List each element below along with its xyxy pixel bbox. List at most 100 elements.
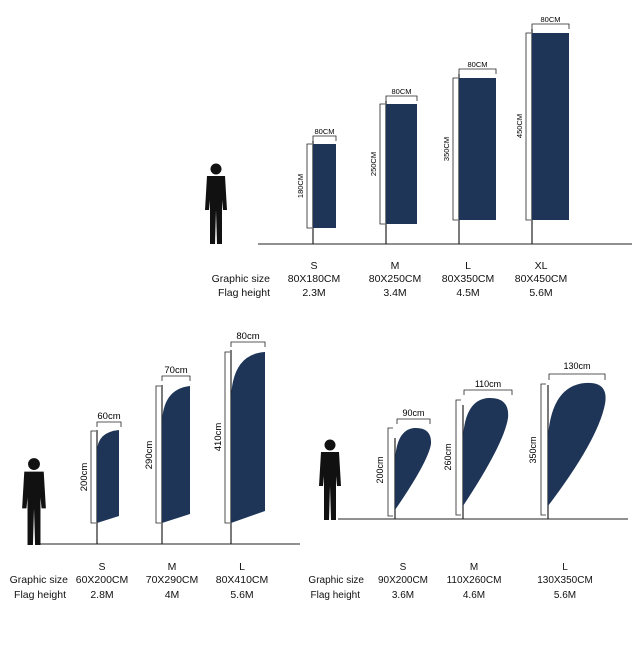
width-label: 90cm bbox=[402, 408, 424, 418]
width-label: 60cm bbox=[97, 411, 120, 422]
height-bracket bbox=[306, 143, 312, 229]
height-bracket bbox=[379, 103, 385, 225]
flag-height-value: 2.8M bbox=[90, 589, 114, 601]
rect-flag-s: 80CM 180CM bbox=[296, 127, 337, 244]
width-bracket bbox=[463, 389, 513, 395]
size-name: S bbox=[310, 260, 318, 272]
height-bracket bbox=[90, 430, 96, 524]
flag-height-value: 3.6M bbox=[391, 590, 415, 601]
size-name: XL bbox=[534, 260, 548, 272]
feather-flag-s: 60cm 200cm bbox=[79, 411, 122, 544]
rect-flag-l: 80CM 350CM bbox=[442, 60, 497, 244]
height-label: 200cm bbox=[79, 463, 90, 492]
flag-graphic bbox=[463, 397, 509, 506]
row-label-graphic-size: Graphic size bbox=[9, 574, 68, 586]
graphic-size-value: 80X350CM bbox=[441, 273, 495, 285]
size-name: M bbox=[390, 260, 400, 272]
row-label-flag-height: Flag height bbox=[310, 590, 360, 601]
graphic-size-value: 80X450CM bbox=[514, 273, 568, 285]
flag-height-value: 5.6M bbox=[553, 590, 577, 601]
graphic-size-value: 90X200CM bbox=[377, 575, 429, 586]
rect-flag-m: 80CM 250CM bbox=[369, 87, 418, 244]
rect-flag-xl: 80CM 450CM bbox=[515, 15, 570, 244]
feather-flag-m: 70cm 290cm bbox=[144, 365, 191, 544]
width-bracket bbox=[161, 375, 191, 381]
rectangle-flags-section: 80CM 180CM 80CM 250CM 80CM 350CM bbox=[205, 15, 632, 245]
width-bracket bbox=[548, 373, 606, 380]
height-label: 350CM bbox=[442, 137, 451, 161]
flag-height-value: 5.6M bbox=[230, 589, 254, 601]
width-label: 80CM bbox=[391, 87, 411, 96]
size-name: L bbox=[562, 562, 568, 573]
graphic-size-value: 80X180CM bbox=[287, 273, 341, 285]
width-bracket bbox=[385, 95, 418, 101]
flag-graphic bbox=[395, 427, 432, 510]
flag-height-value: 4M bbox=[164, 589, 180, 601]
height-bracket bbox=[155, 385, 161, 524]
row-label-flag-height: Flag height bbox=[14, 589, 66, 601]
flag-graphic bbox=[532, 33, 569, 220]
size-name: S bbox=[399, 562, 407, 573]
height-bracket bbox=[387, 427, 393, 517]
width-label: 80cm bbox=[236, 331, 259, 342]
height-label: 260cm bbox=[443, 443, 453, 470]
size-name: S bbox=[98, 561, 106, 573]
graphic-size-value: 60X200CM bbox=[75, 574, 129, 586]
size-name: L bbox=[465, 260, 471, 272]
teardrop-flag-s: 90cm 200cm bbox=[375, 408, 432, 519]
feather-flags-section: 60cm 200cm 70cm 290cm 80cm 410cm bbox=[22, 331, 300, 546]
size-name: L bbox=[239, 561, 245, 573]
width-label: 110cm bbox=[475, 379, 501, 389]
width-label: 80CM bbox=[467, 60, 487, 69]
teardrop-flag-l: 130cm 350cm bbox=[528, 361, 606, 519]
height-bracket bbox=[540, 383, 546, 516]
width-bracket bbox=[531, 23, 570, 29]
flag-graphic bbox=[459, 78, 496, 220]
width-bracket bbox=[312, 135, 337, 141]
flag-graphic bbox=[231, 352, 265, 523]
flag-graphic bbox=[386, 104, 417, 224]
height-bracket bbox=[452, 77, 458, 221]
teardrop-flag-m: 110cm 260cm bbox=[443, 379, 513, 519]
height-bracket bbox=[525, 32, 531, 221]
height-label: 450CM bbox=[515, 114, 524, 138]
height-label: 410cm bbox=[213, 423, 224, 452]
feather-flag-l: 80cm 410cm bbox=[213, 331, 266, 544]
size-name: M bbox=[167, 561, 177, 573]
width-bracket bbox=[230, 341, 266, 347]
flag-height-value: 4.5M bbox=[456, 287, 480, 299]
width-bracket bbox=[458, 68, 497, 74]
flag-graphic bbox=[313, 144, 336, 228]
person-silhouette bbox=[319, 439, 341, 520]
width-label: 70cm bbox=[164, 365, 187, 376]
person-silhouette bbox=[205, 163, 227, 244]
height-bracket bbox=[224, 351, 230, 524]
width-label: 130cm bbox=[563, 361, 590, 371]
height-label: 250CM bbox=[369, 152, 378, 176]
graphic-size-value: 80X250CM bbox=[368, 273, 422, 285]
width-label: 80CM bbox=[540, 15, 560, 24]
flag-graphic bbox=[162, 386, 190, 523]
flag-graphic bbox=[97, 430, 119, 523]
flag-height-value: 5.6M bbox=[529, 287, 553, 299]
width-bracket bbox=[396, 418, 431, 424]
flag-height-value: 2.3M bbox=[302, 287, 326, 299]
row-label-graphic-size: Graphic size bbox=[211, 273, 270, 285]
graphic-size-value: 130X350CM bbox=[537, 575, 593, 586]
row-label-flag-height: Flag height bbox=[218, 287, 270, 299]
flag-height-value: 4.6M bbox=[462, 590, 486, 601]
row-label-graphic-size: Graphic size bbox=[308, 575, 364, 586]
width-bracket bbox=[96, 421, 122, 427]
height-label: 200cm bbox=[375, 456, 385, 483]
height-label: 290cm bbox=[144, 441, 155, 470]
height-bracket bbox=[455, 399, 461, 516]
graphic-size-value: 70X290CM bbox=[145, 574, 199, 586]
size-name: M bbox=[469, 562, 479, 573]
height-label: 180CM bbox=[296, 174, 305, 198]
graphic-size-value: 80X410CM bbox=[215, 574, 269, 586]
graphic-size-value: 110X260CM bbox=[446, 575, 502, 586]
person-silhouette bbox=[22, 458, 46, 546]
teardrop-flags-section: 90cm 200cm 110cm 260cm 130cm 350cm bbox=[319, 361, 628, 520]
